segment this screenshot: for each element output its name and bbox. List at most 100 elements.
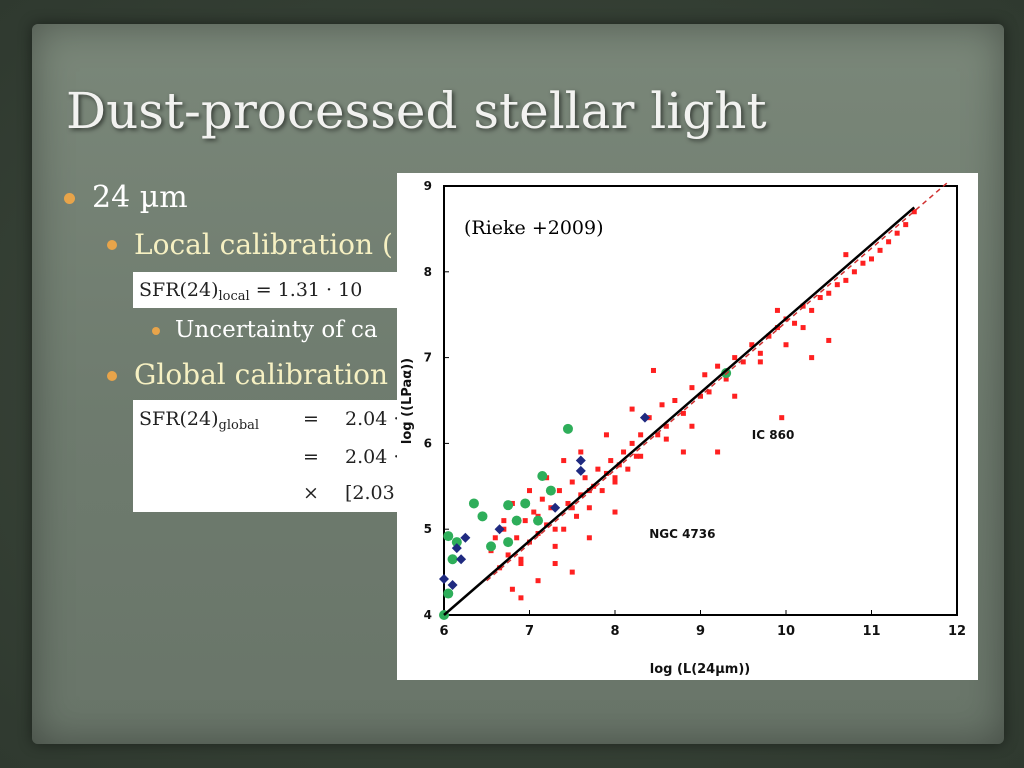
data-point-square bbox=[574, 513, 580, 519]
data-point-square bbox=[612, 509, 618, 515]
data-point-square bbox=[492, 535, 498, 541]
data-point-circle bbox=[477, 511, 488, 522]
bullet-24um: 24 µm bbox=[92, 180, 188, 215]
data-point-square bbox=[531, 509, 537, 515]
data-point-square bbox=[706, 389, 712, 395]
bullet-uncertainty: Uncertainty of ca bbox=[175, 317, 378, 343]
data-point-circle bbox=[537, 471, 548, 482]
annotation-label: NGC 4736 bbox=[649, 527, 715, 541]
data-point-square bbox=[552, 543, 558, 549]
data-point-square bbox=[578, 449, 584, 455]
data-point-square bbox=[732, 393, 738, 399]
data-point-circle bbox=[511, 515, 522, 526]
data-point-square bbox=[616, 462, 622, 468]
data-point-square bbox=[834, 282, 840, 288]
data-point-circle bbox=[451, 537, 462, 548]
data-point-square bbox=[851, 269, 857, 275]
data-point-square bbox=[612, 479, 618, 485]
equation-global: SFR(24)global = 2.04 · = 2.04 · × [2.03 bbox=[133, 400, 403, 512]
data-point-square bbox=[869, 256, 874, 262]
data-point-square bbox=[886, 239, 892, 245]
data-point-circle bbox=[545, 485, 556, 496]
data-point-square bbox=[792, 320, 798, 326]
data-point-diamond bbox=[550, 502, 561, 513]
data-point-square bbox=[535, 578, 541, 584]
data-point-square bbox=[817, 295, 823, 301]
data-point-circle bbox=[562, 423, 573, 434]
data-point-square bbox=[659, 402, 665, 408]
data-point-circle bbox=[533, 515, 544, 526]
data-point-square bbox=[672, 398, 678, 403]
equation-local-rhs: = 1.31 · 10 bbox=[255, 279, 363, 301]
data-point-square bbox=[569, 569, 575, 575]
data-point-circle bbox=[520, 498, 531, 509]
fit-line bbox=[443, 206, 916, 616]
data-point-square bbox=[894, 230, 900, 236]
data-point-square bbox=[561, 526, 567, 532]
data-point-square bbox=[595, 466, 601, 472]
data-point-square bbox=[638, 453, 644, 459]
data-point-square bbox=[783, 342, 789, 348]
data-point-square bbox=[809, 355, 815, 361]
data-point-square bbox=[860, 260, 866, 266]
data-point-square bbox=[518, 561, 524, 567]
data-point-square bbox=[561, 458, 567, 464]
data-point-square bbox=[877, 247, 883, 253]
data-point-square bbox=[663, 436, 669, 442]
x-tick-label: 11 bbox=[862, 624, 880, 639]
data-point-square bbox=[779, 415, 785, 421]
data-point-square bbox=[843, 277, 849, 283]
data-point-square bbox=[757, 359, 763, 365]
data-point-square bbox=[621, 449, 627, 455]
data-point-square bbox=[629, 440, 635, 446]
data-point-diamond bbox=[575, 455, 586, 466]
data-point-square bbox=[505, 552, 511, 558]
bullet-dot bbox=[64, 193, 75, 204]
data-point-circle bbox=[443, 588, 454, 599]
y-axis-label: log ((LPaα)) bbox=[400, 358, 415, 444]
data-point-circle bbox=[447, 554, 458, 565]
data-point-square bbox=[527, 488, 532, 494]
equation-global-op: × bbox=[303, 482, 319, 504]
data-point-diamond bbox=[494, 524, 505, 535]
y-tick-label: 5 bbox=[424, 522, 432, 536]
x-tick-label: 6 bbox=[439, 624, 448, 639]
data-point-square bbox=[723, 376, 729, 382]
data-point-square bbox=[501, 518, 507, 524]
data-point-square bbox=[633, 453, 639, 459]
bullet-local-calibration: Local calibration ( bbox=[134, 228, 393, 261]
data-point-square bbox=[552, 561, 558, 567]
data-point-square bbox=[702, 372, 708, 378]
equation-local: SFR(24)local = 1.31 · 10 bbox=[133, 272, 403, 308]
data-point-square bbox=[740, 359, 746, 365]
axis-ticks bbox=[443, 185, 958, 616]
data-point-square bbox=[655, 432, 661, 438]
chart-svg: 6 7 8 9 10 11 12 4 5 6 7 8 9 IC 860 NGC 4736 (Rieke +2… bbox=[400, 179, 966, 677]
data-point-diamond bbox=[447, 579, 458, 590]
data-point-square bbox=[518, 556, 524, 562]
slide-title: Dust-processed stellar light bbox=[66, 82, 767, 140]
data-point-diamond bbox=[460, 532, 471, 543]
data-point-square bbox=[522, 518, 528, 524]
y-tick-label: 9 bbox=[424, 179, 432, 193]
equation-global-expr: [2.03 bbox=[345, 482, 395, 504]
data-point-square bbox=[629, 406, 635, 412]
data-point-diamond bbox=[639, 412, 650, 423]
data-point-square bbox=[612, 475, 618, 481]
equation-global-op: = bbox=[303, 446, 319, 468]
y-tick-label: 6 bbox=[424, 436, 432, 450]
data-point-circle bbox=[503, 537, 514, 548]
x-tick-label: 9 bbox=[696, 624, 705, 639]
data-point-square bbox=[603, 432, 609, 438]
source-label: (Rieke +2009) bbox=[464, 217, 604, 239]
data-point-square bbox=[582, 475, 588, 481]
data-point-square bbox=[625, 466, 631, 472]
data-point-square bbox=[843, 252, 849, 258]
tick-labels: 6 7 8 9 10 11 12 4 5 6 7 8 9 IC 860 NGC 4736 bbox=[424, 179, 966, 639]
data-point-square bbox=[749, 342, 755, 348]
data-point-square bbox=[800, 303, 806, 309]
y-tick-label: 4 bbox=[424, 608, 432, 622]
data-point-square bbox=[514, 535, 520, 541]
data-point-diamond bbox=[575, 465, 586, 476]
bullet-dot bbox=[107, 371, 117, 381]
